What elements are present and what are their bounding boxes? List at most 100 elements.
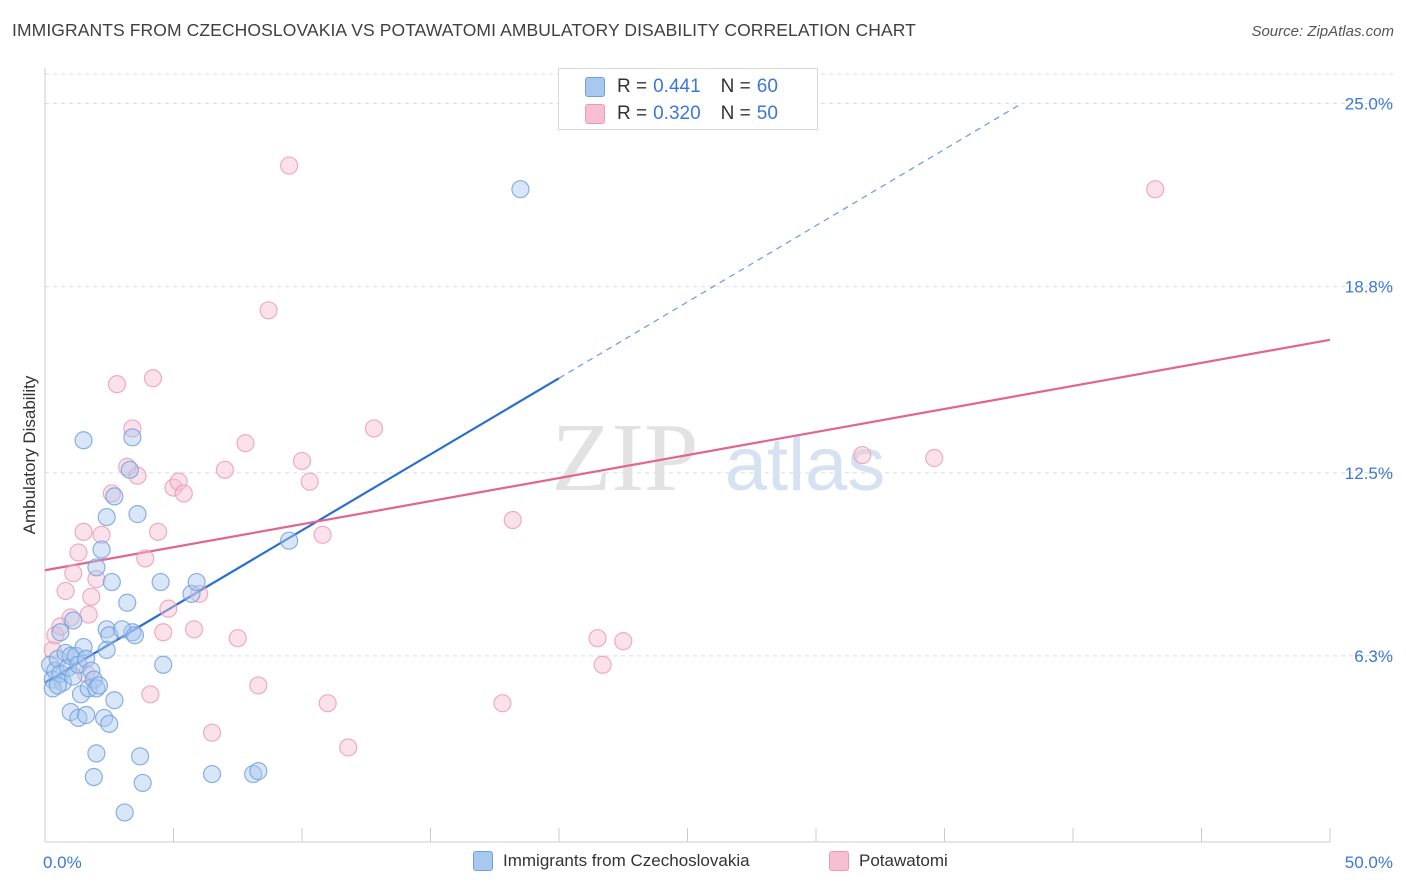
series-legend: Immigrants from Czechoslovakia Potawatom… bbox=[0, 851, 1406, 877]
czechoslovakia-point bbox=[130, 747, 150, 766]
potawatomi-point bbox=[164, 478, 183, 497]
potawatomi-point bbox=[174, 484, 193, 503]
blue-swatch bbox=[585, 77, 605, 97]
r-value: 0.441 bbox=[653, 76, 701, 97]
czechoslovakia-point bbox=[123, 623, 142, 642]
legend-item-potawatomi[interactable]: Potawatomi bbox=[829, 851, 948, 871]
czechoslovakia-point bbox=[79, 679, 98, 698]
tick-labels: 6.3% 12.5% 18.8% 25.0% 0.0% 50.0% bbox=[43, 95, 1393, 872]
potawatomi-point bbox=[159, 599, 178, 618]
czechoslovakia-point bbox=[56, 643, 75, 663]
czechoslovakia-point bbox=[154, 655, 173, 674]
source-label: Source: ZipAtlas.com bbox=[1251, 23, 1394, 40]
r-label: R = bbox=[617, 76, 648, 97]
potawatomi-point bbox=[339, 738, 358, 757]
czechoslovakia-point bbox=[87, 744, 106, 763]
czechoslovakia-point bbox=[92, 540, 111, 559]
potawatomi-point bbox=[228, 629, 247, 648]
czechoslovakia-point bbox=[48, 676, 67, 695]
potawatomi-point bbox=[503, 510, 522, 530]
watermark: ZIP atlas bbox=[552, 404, 886, 512]
czechoslovakia-point bbox=[87, 558, 106, 577]
n-value: 60 bbox=[756, 76, 778, 97]
y-tick-label: 25.0% bbox=[1345, 95, 1393, 114]
czechoslovakia-point bbox=[64, 611, 83, 630]
potawatomi-point bbox=[593, 655, 612, 674]
czechoslovakia-trend-extension bbox=[558, 103, 1022, 379]
potawatomi-point bbox=[61, 608, 80, 627]
czechoslovakia-point bbox=[105, 487, 124, 506]
stats-row-blue: R = 0.441 N = 60 bbox=[585, 76, 778, 98]
axes bbox=[44, 68, 1331, 843]
legend-label: Immigrants from Czechoslovakia bbox=[503, 851, 750, 870]
pink-swatch bbox=[829, 851, 849, 871]
potawatomi-point bbox=[69, 543, 88, 562]
n-label: N = bbox=[720, 103, 751, 124]
potawatomi-point bbox=[56, 581, 75, 601]
potawatomi-point bbox=[318, 694, 337, 713]
czechoslovakia-point bbox=[105, 691, 124, 710]
potawatomi-point bbox=[46, 626, 65, 645]
czechoslovakia-point bbox=[118, 593, 137, 612]
potawatomi-point bbox=[292, 451, 312, 471]
czechoslovakia-point bbox=[244, 764, 263, 784]
czechoslovakia-point bbox=[187, 572, 206, 592]
y-tick-label: 6.3% bbox=[1354, 647, 1393, 666]
czechoslovakia-point bbox=[77, 705, 96, 725]
czechoslovakia-point bbox=[97, 640, 116, 660]
czechoslovakia-point bbox=[280, 531, 299, 550]
n-value: 50 bbox=[756, 103, 778, 124]
potawatomi-point bbox=[74, 522, 93, 541]
czechoslovakia-point bbox=[74, 637, 93, 657]
czechoslovakia-point bbox=[64, 667, 83, 686]
potawatomi-point bbox=[236, 434, 255, 453]
potawatomi-point bbox=[313, 525, 332, 544]
stats-legend: R = 0.441 N = 60 R = 0.320 N = 50 bbox=[558, 68, 818, 130]
potawatomi-point bbox=[184, 620, 204, 639]
potawatomi-point bbox=[82, 587, 101, 606]
potawatomi-point bbox=[853, 445, 872, 465]
czechoslovakia-point bbox=[128, 505, 147, 524]
czechoslovakia-point bbox=[97, 507, 116, 527]
czechoslovakia-point bbox=[249, 762, 268, 781]
n-label: N = bbox=[720, 76, 751, 97]
czechoslovakia-point bbox=[511, 180, 530, 199]
czechoslovakia-point bbox=[202, 764, 222, 784]
potawatomi-point bbox=[102, 484, 121, 503]
potawatomi-point bbox=[143, 369, 163, 388]
r-label: R = bbox=[617, 103, 648, 124]
legend-item-czechoslovakia[interactable]: Immigrants from Czechoslovakia bbox=[473, 851, 750, 871]
potawatomi-point bbox=[300, 472, 319, 491]
potawatomi-point bbox=[364, 419, 384, 438]
czechoslovakia-point bbox=[102, 572, 121, 592]
potawatomi-point bbox=[154, 623, 173, 642]
czechoslovakia-point bbox=[100, 714, 119, 733]
czechoslovakia-point bbox=[120, 460, 139, 479]
potawatomi-point bbox=[1146, 180, 1165, 199]
stats-row-pink: R = 0.320 N = 50 bbox=[585, 103, 778, 125]
potawatomi-point bbox=[280, 156, 299, 175]
potawatomi-point bbox=[169, 472, 188, 491]
czechoslovakia-point bbox=[95, 708, 114, 728]
czechoslovakia-point bbox=[123, 428, 142, 447]
potawatomi-point bbox=[136, 549, 155, 568]
potawatomi-point bbox=[202, 723, 222, 742]
czechoslovakia-point bbox=[51, 623, 70, 642]
potawatomi-point bbox=[64, 564, 83, 583]
czechoslovakia-point bbox=[74, 431, 93, 450]
czechoslovakia-point bbox=[133, 773, 152, 793]
potawatomi-trend-line bbox=[44, 338, 1331, 572]
legend-label: Potawatomi bbox=[859, 851, 948, 870]
czechoslovakia-point bbox=[43, 679, 62, 698]
czechoslovakia-point bbox=[125, 626, 145, 645]
y-axis-label: Ambulatory Disability bbox=[20, 375, 39, 535]
potawatomi-point bbox=[614, 632, 633, 651]
potawatomi-point bbox=[925, 448, 944, 468]
czechoslovakia-point bbox=[77, 649, 96, 668]
pink-swatch bbox=[585, 104, 605, 124]
czechoslovakia-point bbox=[89, 676, 109, 695]
data-points bbox=[41, 156, 1165, 822]
potawatomi-point bbox=[92, 525, 111, 544]
x-tick-label: 50.0% bbox=[1345, 853, 1393, 872]
